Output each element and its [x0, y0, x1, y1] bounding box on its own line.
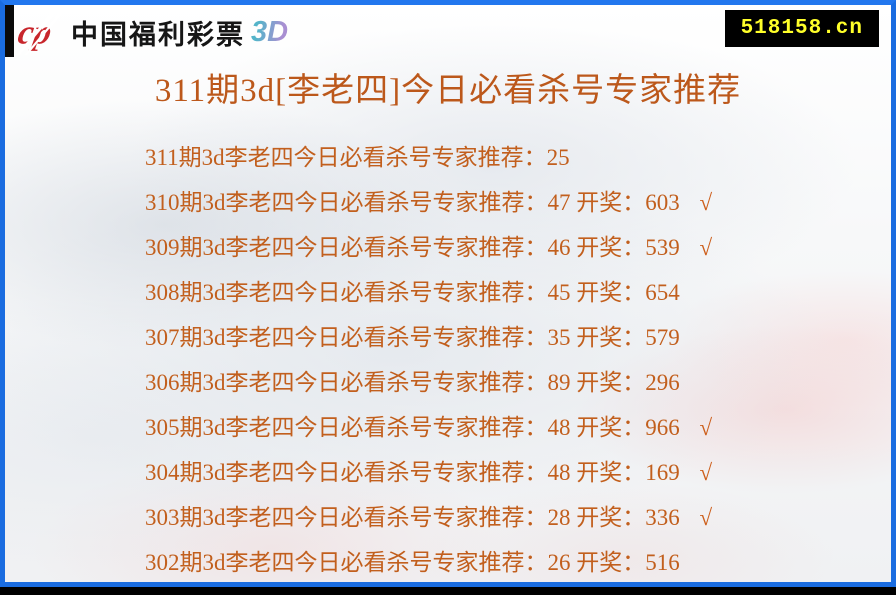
checkmark-icon: √	[699, 415, 713, 440]
checkmark-icon: √	[699, 505, 713, 530]
prediction-row-text: 303期3d李老四今日必看杀号专家推荐：28 开奖：336	[145, 505, 680, 530]
prediction-row-text: 304期3d李老四今日必看杀号专家推荐：48 开奖：169	[145, 460, 680, 485]
checkmark-icon	[680, 325, 694, 350]
prediction-row: 305期3d李老四今日必看杀号专家推荐：48 开奖：966 √	[145, 405, 891, 450]
header: cp 中国福利彩票 3D 518158.cn	[5, 5, 891, 57]
prediction-row: 303期3d李老四今日必看杀号专家推荐：28 开奖：336 √	[145, 495, 891, 540]
prediction-row-text: 310期3d李老四今日必看杀号专家推荐：47 开奖：603	[145, 190, 680, 215]
checkmark-icon	[570, 145, 584, 170]
prediction-row: 304期3d李老四今日必看杀号专家推荐：48 开奖：169 √	[145, 450, 891, 495]
prediction-row-text: 309期3d李老四今日必看杀号专家推荐：46 开奖：539	[145, 235, 680, 260]
prediction-row-text: 302期3d李老四今日必看杀号专家推荐：26 开奖：516	[145, 550, 680, 575]
prediction-row: 307期3d李老四今日必看杀号专家推荐：35 开奖：579	[145, 315, 891, 360]
lottery-cp-logo-icon: cp	[17, 9, 63, 55]
checkmark-icon: √	[699, 460, 713, 485]
checkmark-icon: √	[699, 190, 713, 215]
prediction-row-text: 305期3d李老四今日必看杀号专家推荐：48 开奖：966	[145, 415, 680, 440]
brand-name: 中国福利彩票	[71, 19, 245, 50]
checkmark-icon	[680, 280, 694, 305]
prediction-row-text: 308期3d李老四今日必看杀号专家推荐：45 开奖：654	[145, 280, 680, 305]
prediction-row: 306期3d李老四今日必看杀号专家推荐：89 开奖：296	[145, 360, 891, 405]
brand: cp 中国福利彩票 3D	[17, 9, 288, 55]
prediction-row: 311期3d李老四今日必看杀号专家推荐：25	[145, 135, 891, 180]
prediction-row: 302期3d李老四今日必看杀号专家推荐：26 开奖：516	[145, 540, 891, 585]
prediction-row-text: 306期3d李老四今日必看杀号专家推荐：89 开奖：296	[145, 370, 680, 395]
header-dark-strip	[5, 5, 14, 57]
prediction-row: 308期3d李老四今日必看杀号专家推荐：45 开奖：654	[145, 270, 891, 315]
brand-suffix-3d: 3D	[251, 15, 289, 48]
prediction-row: 309期3d李老四今日必看杀号专家推荐：46 开奖：539 √	[145, 225, 891, 270]
page-title: 311期3d[李老四]今日必看杀号专家推荐	[154, 73, 742, 109]
prediction-row: 310期3d李老四今日必看杀号专家推荐：47 开奖：603 √	[145, 180, 891, 225]
prediction-list: 311期3d李老四今日必看杀号专家推荐：25 310期3d李老四今日必看杀号专家…	[5, 135, 891, 585]
site-url-badge[interactable]: 518158.cn	[724, 10, 879, 47]
checkmark-icon	[680, 370, 694, 395]
prediction-row-text: 311期3d李老四今日必看杀号专家推荐：25	[145, 145, 570, 170]
checkmark-icon: √	[699, 235, 713, 260]
prediction-row-text: 307期3d李老四今日必看杀号专家推荐：35 开奖：579	[145, 325, 680, 350]
checkmark-icon	[680, 550, 694, 575]
